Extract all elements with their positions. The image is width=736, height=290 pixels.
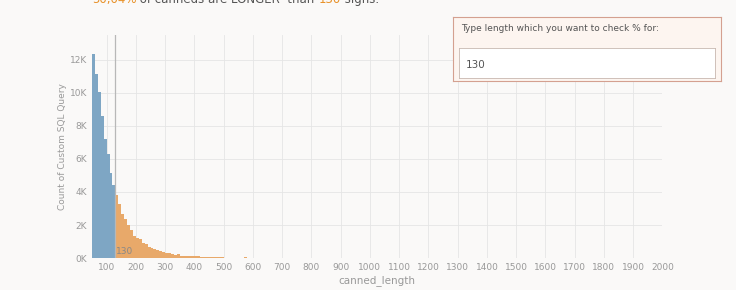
Bar [148, 247, 150, 258]
Text: 130: 130 [116, 246, 133, 255]
Bar [98, 92, 101, 258]
Bar [116, 195, 118, 258]
Bar [162, 252, 165, 258]
Bar [159, 251, 162, 258]
Bar [171, 254, 174, 258]
Text: Type length which you want to check % for:: Type length which you want to check % fo… [461, 24, 659, 33]
Bar [95, 74, 98, 258]
Bar [92, 54, 95, 258]
X-axis label: canned_length: canned_length [339, 275, 416, 286]
Bar [107, 154, 110, 258]
Text: 130: 130 [466, 59, 486, 70]
Text: 130: 130 [319, 0, 341, 6]
Bar [110, 173, 113, 258]
Bar [174, 255, 177, 258]
Bar [153, 249, 156, 258]
Text: 50,04%: 50,04% [92, 0, 136, 6]
Bar [203, 257, 206, 258]
Bar [113, 184, 116, 258]
Bar [130, 230, 133, 258]
Bar [86, 61, 89, 258]
Bar [104, 139, 107, 258]
Bar [133, 235, 136, 258]
Bar [194, 256, 197, 258]
Bar [177, 254, 180, 258]
Bar [165, 253, 168, 258]
Bar [127, 225, 130, 258]
Bar [145, 244, 148, 258]
Bar [101, 116, 104, 258]
Bar [197, 256, 200, 258]
Bar [139, 239, 142, 258]
Bar [124, 219, 127, 258]
Bar [136, 238, 139, 258]
Bar [118, 204, 121, 258]
Bar [77, 253, 80, 258]
Bar [156, 251, 159, 258]
Bar [212, 257, 215, 258]
Bar [200, 257, 203, 258]
Bar [185, 256, 188, 258]
Bar [150, 248, 153, 258]
Bar [80, 196, 83, 258]
Bar [191, 256, 194, 258]
Bar [188, 256, 191, 258]
Bar [180, 256, 183, 258]
Bar [83, 110, 86, 258]
Bar [142, 243, 145, 258]
Text: signs.: signs. [341, 0, 379, 6]
Bar [168, 253, 171, 258]
Bar [89, 46, 92, 258]
Text: of canneds are LONGER  than: of canneds are LONGER than [136, 0, 319, 6]
Bar [121, 214, 124, 258]
Y-axis label: Count of Custom SQL Query: Count of Custom SQL Query [58, 83, 67, 210]
Bar [183, 256, 185, 258]
Bar [209, 257, 212, 258]
